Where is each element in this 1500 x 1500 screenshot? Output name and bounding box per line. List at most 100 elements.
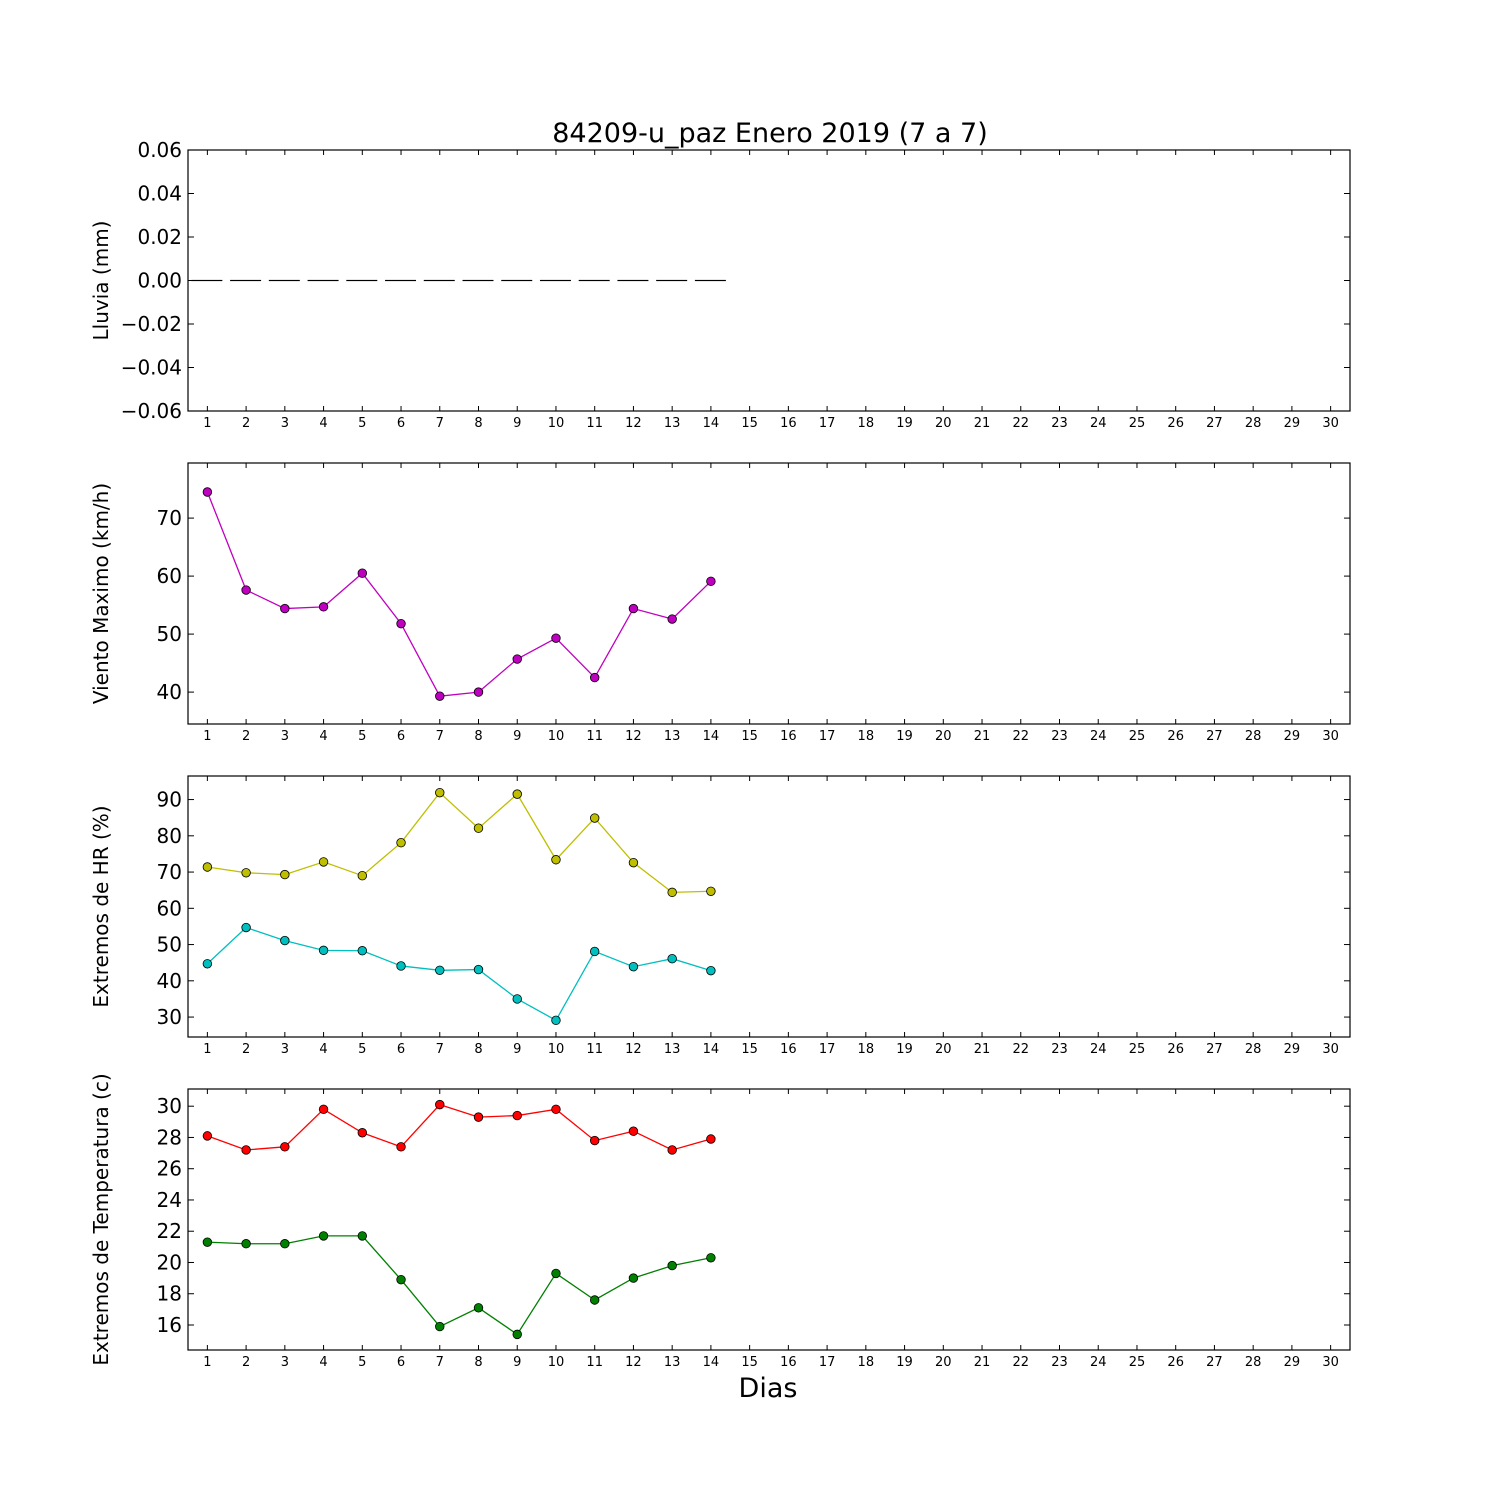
data-point (435, 965, 445, 976)
data-point (318, 857, 329, 867)
x-tick-label: 11 (586, 729, 603, 744)
x-tick-label: 14 (703, 729, 720, 744)
x-tick-label: 6 (397, 1042, 405, 1057)
data-point (357, 870, 368, 881)
x-tick-label: 23 (1051, 416, 1068, 431)
x-tick-label: 24 (1090, 1355, 1107, 1370)
x-tick-label: 23 (1051, 1042, 1068, 1057)
panel-4: 1 2 3 4 5 6 7 8 9 10 11 12 13 14 15 16 17 18 19 20 21 22 23 24 2… (89, 1073, 1351, 1370)
bar (307, 279, 339, 282)
y-axis-label: Extremos de HR (%) (89, 805, 113, 1007)
y-tick-label: 0.04 (137, 182, 182, 206)
axes-frame (187, 775, 1351, 1038)
x-tick-label: 5 (358, 416, 366, 431)
x-tick-label: 1 (203, 416, 211, 431)
data-point (357, 568, 368, 578)
x-tick-label: 23 (1051, 1355, 1068, 1370)
y-tick-label: −0.06 (121, 399, 182, 423)
data-point (473, 687, 484, 697)
x-tick-label: 26 (1167, 1355, 1184, 1370)
y-tick-label: 16 (157, 1313, 182, 1337)
x-tick-label: 11 (586, 1355, 603, 1370)
x-tick-label: 16 (780, 416, 797, 431)
data-point (512, 654, 522, 664)
data-point (512, 994, 522, 1004)
x-tick-label: 10 (548, 416, 565, 431)
data-point (590, 1295, 600, 1305)
data-point (512, 789, 522, 799)
data-point (667, 614, 677, 624)
x-tick-label: 8 (474, 1355, 482, 1370)
y-tick-label: 60 (157, 564, 182, 588)
data-point (241, 1145, 251, 1155)
x-tick-label: 4 (319, 1355, 327, 1370)
data-point (280, 935, 290, 946)
x-tick-label: 22 (1012, 1042, 1029, 1057)
x-tick-label: 7 (436, 1355, 444, 1370)
data-point (241, 585, 251, 595)
x-tick-label: 27 (1206, 1355, 1223, 1370)
x-tick-label: 28 (1245, 1355, 1262, 1370)
x-tick-label: 20 (935, 729, 952, 744)
data-point (473, 1112, 484, 1122)
x-tick-label: 26 (1167, 729, 1184, 744)
y-tick-label: 20 (157, 1250, 182, 1274)
data-point (202, 959, 213, 969)
x-tick-label: 29 (1284, 1355, 1301, 1370)
data-point (435, 1321, 445, 1332)
data-point (628, 961, 639, 972)
axes-frame (187, 462, 1351, 725)
data-point (551, 1015, 561, 1026)
data-point (280, 869, 290, 880)
data-point (706, 965, 716, 976)
x-tick-label: 21 (974, 729, 991, 744)
x-tick-label: 2 (242, 416, 250, 431)
y-tick-label: 70 (157, 860, 182, 884)
x-tick-label: 5 (358, 729, 366, 744)
x-tick-label: 29 (1284, 416, 1301, 431)
x-tick-label: 18 (858, 729, 875, 744)
data-point (512, 1110, 522, 1121)
data-point (280, 1239, 290, 1249)
x-tick-label: 1 (203, 1355, 211, 1370)
x-tick-label: 30 (1322, 729, 1339, 744)
x-tick-label: 3 (281, 729, 289, 744)
data-point (202, 1237, 213, 1247)
x-tick-label: 20 (935, 1042, 952, 1057)
data-point (396, 961, 406, 971)
data-point (706, 1134, 716, 1144)
data-point (241, 922, 251, 933)
x-tick-label: 16 (780, 1042, 797, 1057)
data-point (357, 946, 368, 956)
x-tick-label: 13 (664, 1355, 681, 1370)
x-tick-label: 29 (1284, 1042, 1301, 1057)
x-tick-label: 15 (741, 729, 758, 744)
x-tick-label: 30 (1322, 416, 1339, 431)
x-tick-label: 18 (858, 416, 875, 431)
data-point (551, 633, 561, 643)
y-tick-label: 80 (157, 824, 182, 848)
bar (501, 279, 533, 282)
panel-2: 1 2 3 4 5 6 7 8 9 10 11 12 13 14 15 16 17 18 19 20 21 22 23 24 2… (89, 462, 1351, 744)
data-point (357, 1128, 368, 1138)
x-tick-label: 13 (664, 416, 681, 431)
y-tick-label: 0.00 (137, 269, 182, 293)
data-point (318, 1231, 329, 1241)
x-tick-label: 21 (974, 416, 991, 431)
data-point (667, 1145, 677, 1155)
x-tick-label: 2 (242, 1355, 250, 1370)
data-point (202, 487, 213, 497)
x-tick-label: 28 (1245, 729, 1262, 744)
bar (462, 279, 494, 282)
x-tick-label: 25 (1129, 729, 1146, 744)
x-tick-label: 1 (203, 1042, 211, 1057)
x-tick-label: 11 (586, 416, 603, 431)
x-tick-label: 3 (281, 1042, 289, 1057)
x-tick-label: 27 (1206, 416, 1223, 431)
data-point (202, 1131, 213, 1141)
x-tick-label: 17 (819, 1042, 836, 1057)
x-tick-label: 14 (703, 416, 720, 431)
x-tick-label: 22 (1012, 1355, 1029, 1370)
y-tick-label: 0.06 (137, 138, 182, 162)
